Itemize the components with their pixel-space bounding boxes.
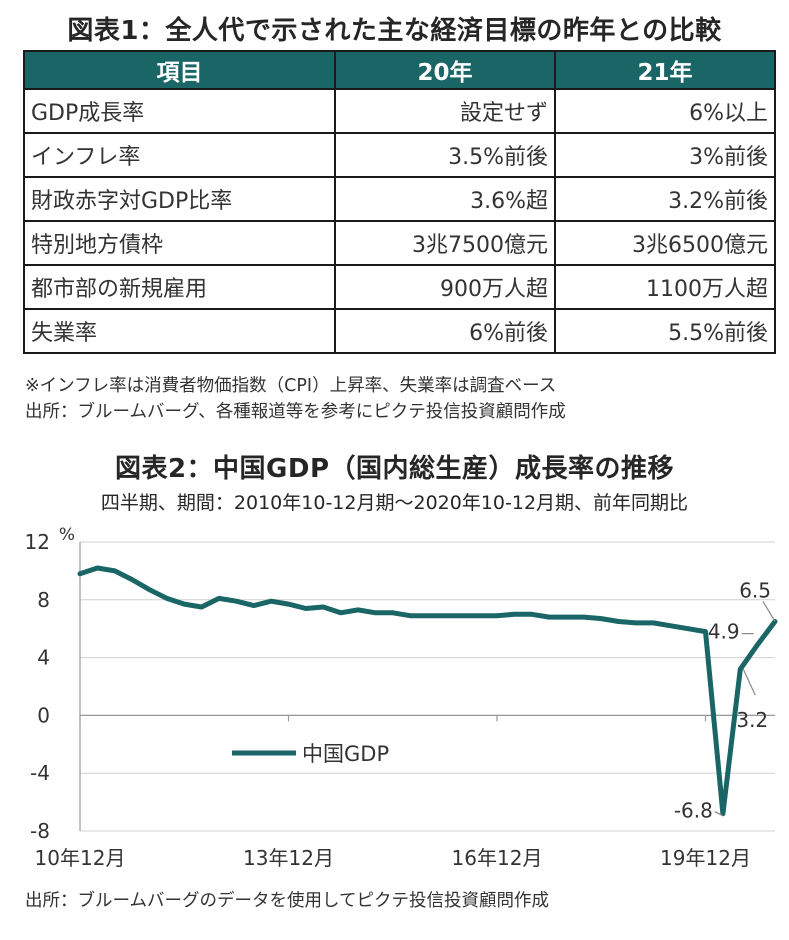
x-tick-label: 13年12月 [243, 846, 334, 870]
annotation-label: -6.8 [674, 799, 713, 823]
y-tick-label: 0 [37, 703, 50, 727]
table-title: 図表1：全人代で示された主な経済目標の昨年との比較 [67, 16, 722, 46]
annotation-leader [762, 601, 776, 622]
comparison-table: 項目 20年 21年 GDP成長率 設定せず 6%以上 インフレ率 3.5%前後… [23, 50, 776, 354]
row-item: インフレ率 [23, 132, 336, 178]
annotation-label: 6.5 [739, 578, 771, 602]
annotation-leader [742, 668, 756, 696]
row-value-2021: 5.5%前後 [554, 308, 776, 354]
chart-title: 図表2：中国GDP（国内総生産）成長率の推移 [114, 454, 675, 484]
header-2020: 20年 [334, 50, 556, 90]
row-value-2021: 1100万人超 [554, 264, 776, 310]
y-tick-label: 4 [37, 646, 50, 670]
annotation-label: 3.2 [736, 708, 768, 732]
annotation-label: 4.9 [708, 620, 740, 644]
table-row: 失業率 6%前後 5.5%前後 [23, 308, 776, 354]
row-value-2021: 3兆6500億元 [554, 220, 776, 266]
header-2021: 21年 [554, 50, 776, 90]
table-row: 都市部の新規雇用 900万人超 1100万人超 [23, 264, 776, 310]
table-row: 財政赤字対GDP比率 3.6%超 3.2%前後 [23, 176, 776, 222]
y-tick-label: 12 [25, 530, 50, 554]
x-tick-label: 19年12月 [660, 846, 751, 870]
y-tick-label: -4 [30, 761, 50, 785]
row-value-2020: 900万人超 [334, 264, 556, 310]
row-item: 特別地方債枠 [23, 220, 336, 266]
row-value-2021: 3.2%前後 [554, 176, 776, 222]
row-item: 失業率 [23, 308, 336, 354]
header-item: 項目 [23, 50, 336, 90]
row-value-2020: 設定せず [334, 88, 556, 134]
row-value-2020: 3.5%前後 [334, 132, 556, 178]
series-line-china-gdp [77, 565, 778, 817]
chart-subtitle: 四半期、期間：2010年10-12月期～2020年10-12月期、前年同期比 [100, 492, 689, 514]
row-item: 財政赤字対GDP比率 [23, 176, 336, 222]
table-source: 出所：ブルームバーグ、各種報道等を参考にピクテ投信投資顧問作成 [25, 402, 566, 422]
y-tick-label: 8 [37, 588, 50, 612]
row-value-2021: 3%前後 [554, 132, 776, 178]
table-row: インフレ率 3.5%前後 3%前後 [23, 132, 776, 178]
table-row: 特別地方債枠 3兆7500億元 3兆6500億元 [23, 220, 776, 266]
row-value-2020: 3兆7500億元 [334, 220, 556, 266]
x-tick-label: 16年12月 [452, 846, 543, 870]
table-row: GDP成長率 設定せず 6%以上 [23, 88, 776, 134]
row-value-2021: 6%以上 [554, 88, 776, 134]
annotation-leader [714, 811, 724, 817]
chart-source: 出所：ブルームバーグのデータを使用してピクテ投信投資顧問作成 [25, 891, 549, 911]
y-unit-label: % [59, 525, 75, 545]
table-header-row: 項目 20年 21年 [23, 50, 776, 90]
table-note: ※インフレ率は消費者物価指数（CPI）上昇率、失業率は調査ベース [25, 376, 557, 396]
row-item: GDP成長率 [23, 88, 336, 134]
row-value-2020: 6%前後 [334, 308, 556, 354]
row-item: 都市部の新規雇用 [23, 264, 336, 310]
y-tick-label: -8 [30, 819, 50, 843]
gdp-line-chart: 12 8 4 0 -4 -8% 10年12月 13年12月 16年12月 19年12月 中国GDP 4… [25, 525, 778, 870]
legend-label: 中国GDP [302, 742, 389, 766]
row-value-2020: 3.6%超 [334, 176, 556, 222]
x-tick-label: 10年12月 [35, 846, 126, 870]
